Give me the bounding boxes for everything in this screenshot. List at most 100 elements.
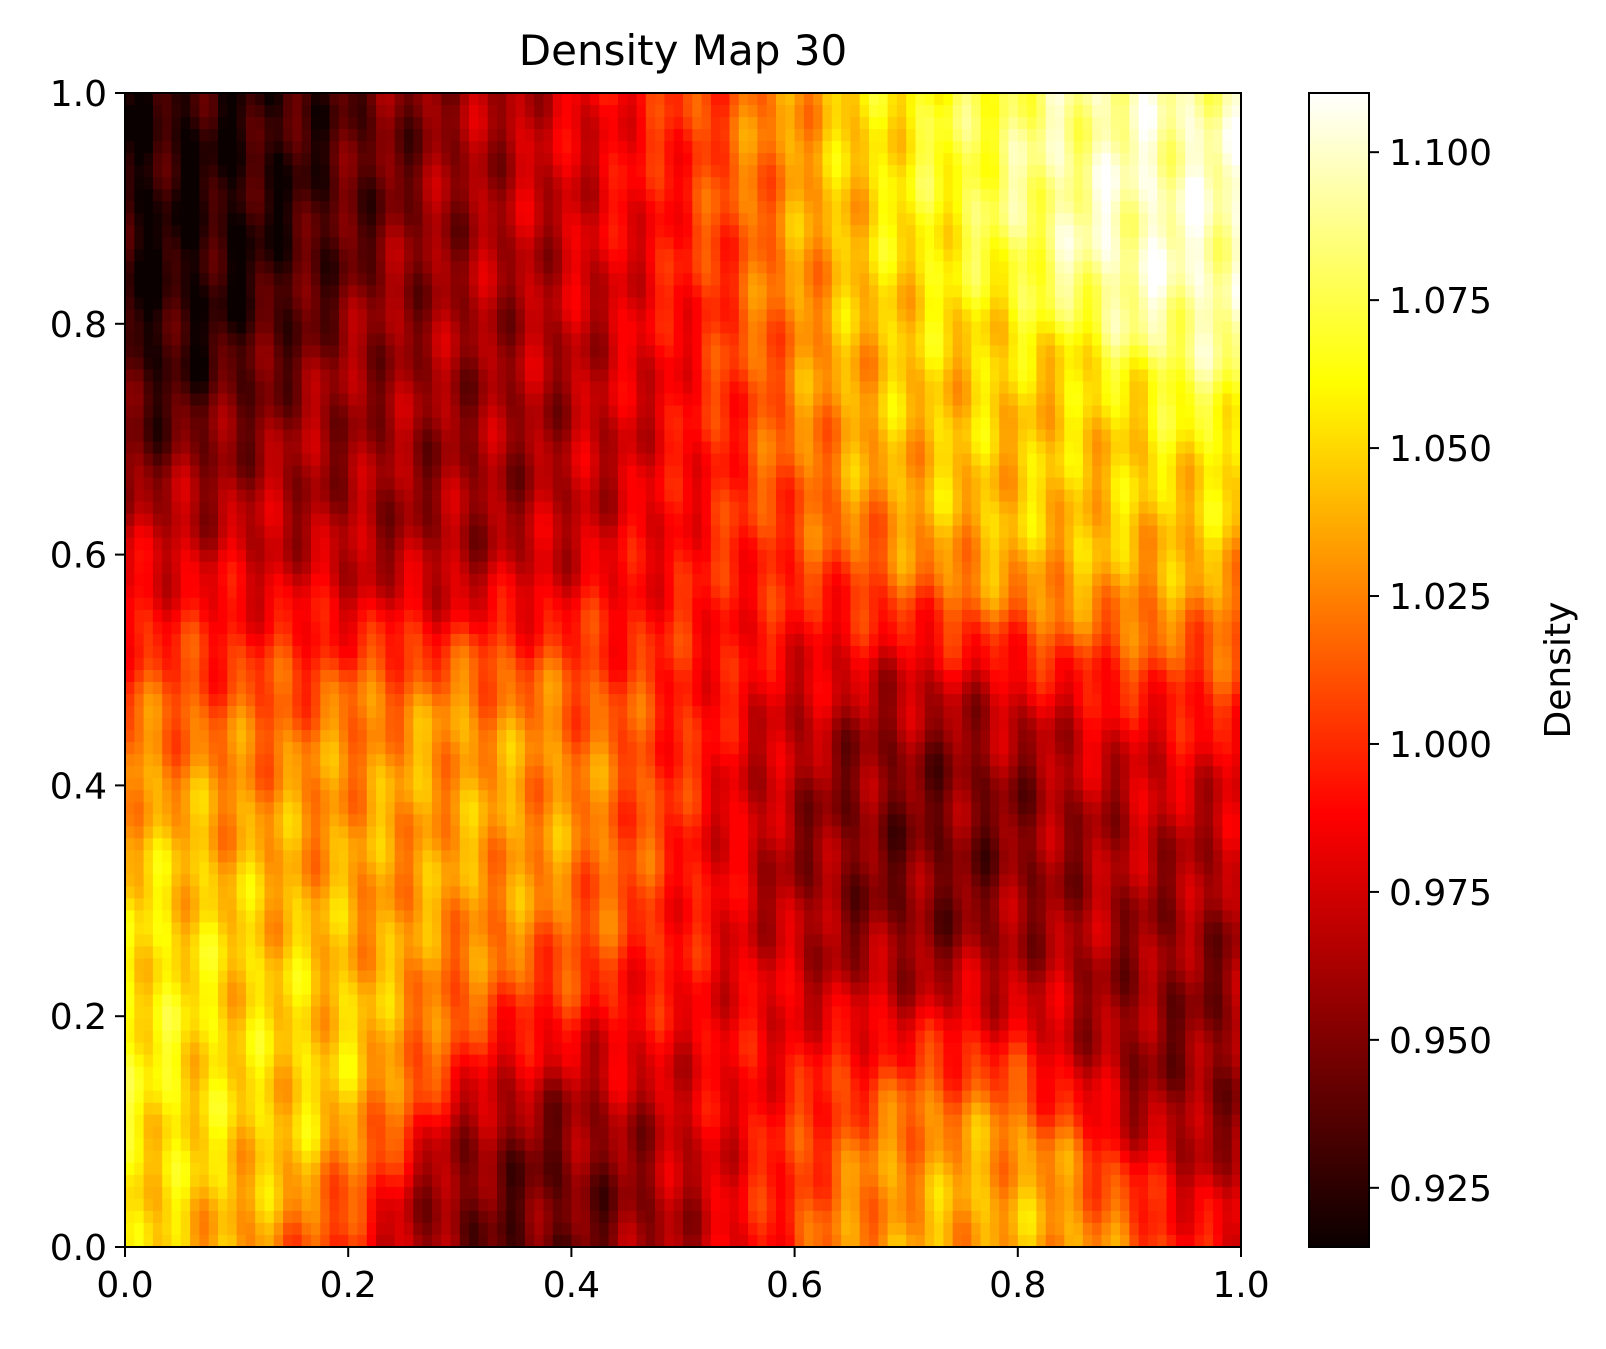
heatmap-cell bbox=[450, 513, 461, 527]
heatmap-cell bbox=[357, 561, 368, 575]
heatmap-cell bbox=[487, 297, 498, 310]
heatmap-cell bbox=[599, 525, 610, 539]
heatmap-cell bbox=[803, 213, 814, 226]
heatmap-cell bbox=[645, 165, 656, 178]
heatmap-cell bbox=[580, 93, 591, 106]
heatmap-cell bbox=[1110, 369, 1121, 383]
heatmap-cell bbox=[1120, 297, 1130, 310]
heatmap-cell bbox=[394, 417, 405, 431]
heatmap-cell bbox=[431, 213, 442, 226]
heatmap-cell bbox=[952, 465, 963, 479]
heatmap-cell bbox=[720, 165, 731, 178]
heatmap-cell bbox=[301, 177, 312, 190]
heatmap-cell bbox=[1148, 273, 1158, 286]
heatmap-cell bbox=[245, 417, 256, 431]
heatmap-cell bbox=[1138, 285, 1149, 298]
heatmap-cell bbox=[869, 321, 879, 335]
heatmap-cell bbox=[1073, 285, 1084, 298]
heatmap-cell bbox=[831, 501, 842, 515]
heatmap-cell bbox=[645, 333, 656, 347]
heatmap-cell bbox=[469, 249, 479, 262]
heatmap-cell bbox=[896, 189, 907, 202]
heatmap-cell bbox=[515, 441, 526, 455]
heatmap-cell bbox=[1036, 237, 1047, 250]
heatmap-cell bbox=[162, 477, 173, 491]
heatmap-cell bbox=[1194, 405, 1205, 419]
heatmap-cell bbox=[683, 525, 693, 539]
heatmap-cell bbox=[1064, 489, 1075, 503]
heatmap-cell bbox=[422, 573, 433, 587]
heatmap-cell bbox=[1138, 537, 1149, 551]
heatmap-cell bbox=[580, 441, 591, 455]
heatmap-cell bbox=[710, 393, 721, 407]
heatmap-cell bbox=[273, 189, 284, 202]
heatmap-cell bbox=[701, 321, 712, 335]
heatmap-cell bbox=[552, 117, 563, 130]
heatmap-cell bbox=[1092, 225, 1103, 238]
heatmap-cell bbox=[785, 573, 796, 587]
heatmap-cell bbox=[841, 573, 851, 587]
heatmap-cell bbox=[710, 417, 721, 431]
heatmap-cell bbox=[404, 201, 414, 214]
heatmap-cell bbox=[245, 309, 256, 322]
heatmap-cell bbox=[571, 189, 582, 202]
heatmap-cell bbox=[1008, 177, 1019, 190]
heatmap-cell bbox=[1129, 501, 1140, 515]
heatmap-cell bbox=[924, 141, 935, 154]
heatmap-cell bbox=[664, 189, 675, 202]
heatmap-cell bbox=[1036, 345, 1047, 359]
heatmap-cell bbox=[301, 477, 312, 491]
heatmap-cell bbox=[283, 93, 293, 106]
heatmap-cell bbox=[729, 141, 740, 154]
heatmap-cell bbox=[218, 417, 228, 431]
heatmap-cell bbox=[394, 321, 405, 335]
heatmap-cell bbox=[1157, 285, 1168, 298]
heatmap-cell bbox=[357, 213, 368, 226]
heatmap-cell bbox=[1064, 93, 1075, 106]
heatmap-cell bbox=[543, 345, 554, 359]
heatmap-cell bbox=[720, 561, 731, 575]
heatmap-cell bbox=[1017, 321, 1028, 335]
heatmap-cell bbox=[1231, 417, 1241, 431]
heatmap-cell bbox=[887, 153, 898, 166]
heatmap-cell bbox=[348, 525, 359, 539]
heatmap-cell bbox=[1082, 441, 1093, 455]
heatmap-cell bbox=[469, 189, 479, 202]
heatmap-cell bbox=[580, 201, 591, 214]
heatmap-cell bbox=[543, 369, 554, 383]
heatmap-cell bbox=[515, 525, 526, 539]
heatmap-cell bbox=[236, 441, 247, 455]
heatmap-cell bbox=[980, 153, 991, 166]
heatmap-cell bbox=[357, 573, 368, 587]
heatmap-cell bbox=[590, 105, 600, 118]
heatmap-cell bbox=[896, 393, 907, 407]
heatmap-cell bbox=[1073, 537, 1084, 551]
heatmap-cell bbox=[803, 381, 814, 395]
heatmap-cell bbox=[1148, 417, 1158, 431]
heatmap-cell bbox=[822, 297, 833, 310]
heatmap-cell bbox=[329, 465, 340, 479]
heatmap-cell bbox=[394, 513, 405, 527]
heatmap-cell bbox=[431, 549, 442, 563]
heatmap-cell bbox=[971, 141, 982, 154]
heatmap-cell bbox=[748, 405, 758, 419]
heatmap-cell bbox=[924, 477, 935, 491]
heatmap-cell bbox=[1055, 501, 1065, 515]
heatmap-cell bbox=[1129, 189, 1140, 202]
heatmap-cell bbox=[534, 297, 545, 310]
heatmap-cell bbox=[906, 177, 917, 190]
heatmap-cell bbox=[348, 105, 359, 118]
heatmap-cell bbox=[850, 261, 861, 274]
heatmap-cell bbox=[413, 225, 424, 238]
heatmap-cell bbox=[515, 309, 526, 322]
heatmap-cell bbox=[1064, 261, 1075, 274]
heatmap-cell bbox=[943, 237, 954, 250]
heatmap-cell bbox=[450, 261, 461, 274]
heatmap-cell bbox=[524, 117, 535, 130]
heatmap-cell bbox=[301, 417, 312, 431]
heatmap-cell bbox=[283, 453, 293, 467]
heatmap-cell bbox=[645, 345, 656, 359]
heatmap-cell bbox=[1222, 225, 1233, 238]
heatmap-cell bbox=[1008, 357, 1019, 371]
heatmap-cell bbox=[450, 465, 461, 479]
